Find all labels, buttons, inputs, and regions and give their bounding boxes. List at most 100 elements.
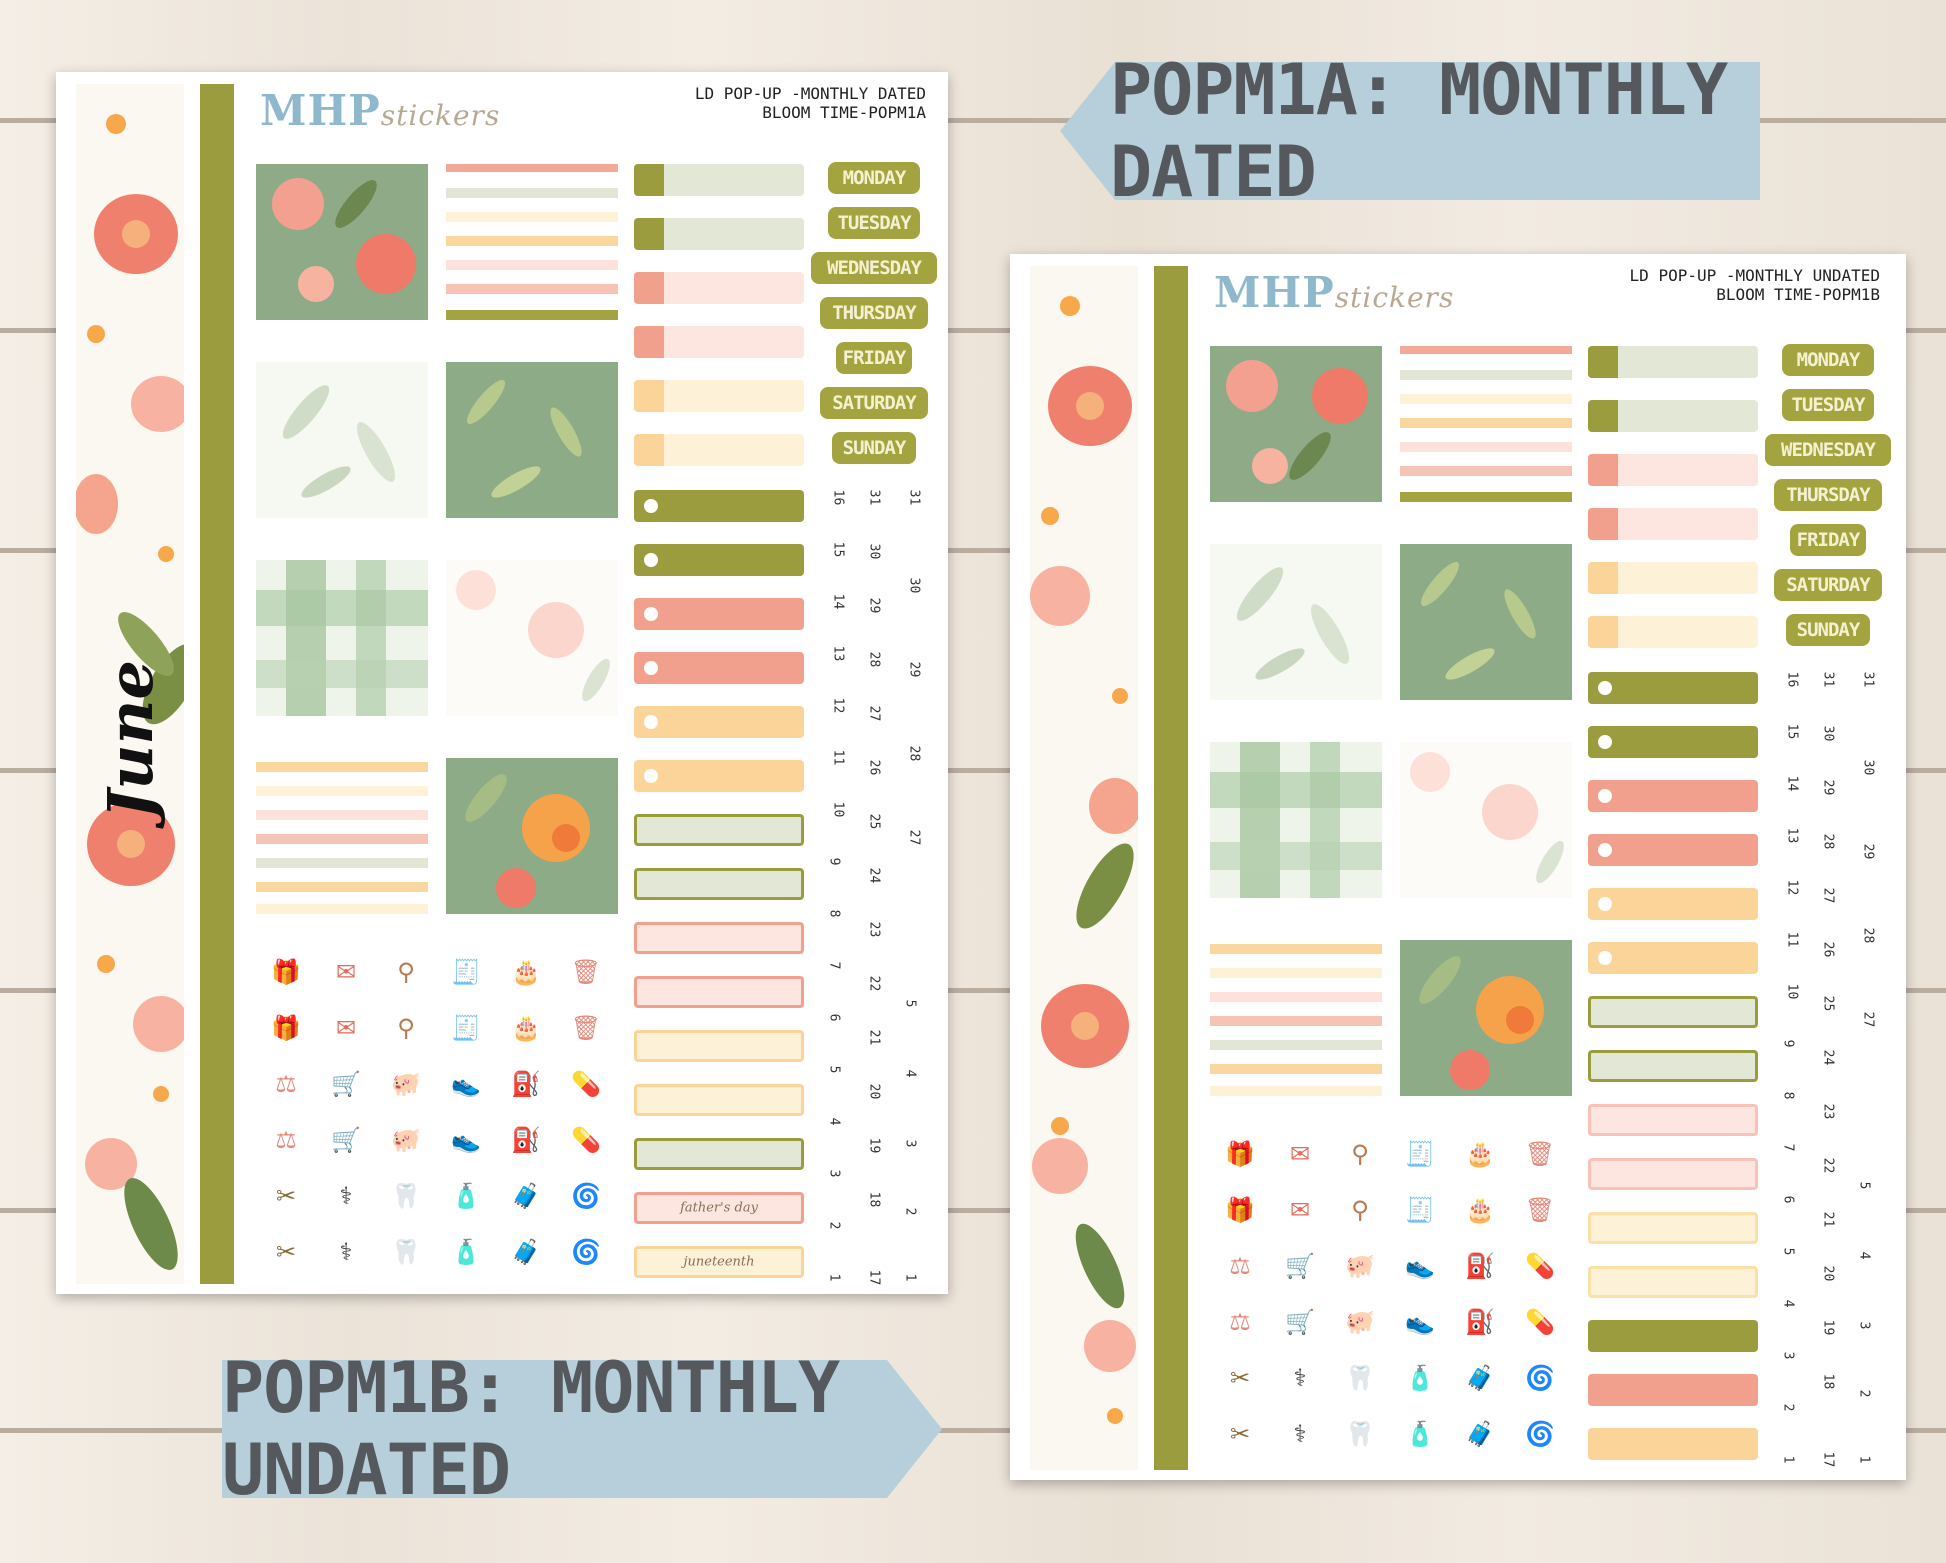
comb-scissors-icon: ✂ [275,1238,297,1266]
sticker-sheet-dated: June MHPstickers LD POP-UP -MONTHLY DATE… [56,72,948,1294]
outlined-tab [634,1030,804,1062]
day-label-wednesday: WEDNESDAY [811,252,937,284]
sheet-title-line2: BLOOM TIME-POPM1A [762,103,926,123]
header-tab [634,326,804,358]
number-label: 31 [1860,671,1876,688]
day-label-friday: FRIDAY [836,342,912,374]
number-column-2: 31 30 29 28 27 26 25 24 23 22 21 20 19 1… [866,490,886,1286]
tooth-icon: 🦷 [1345,1364,1375,1392]
kettlebell-icon: ⚲ [1351,1196,1369,1224]
shopping-cart-icon: 🛒 [331,1126,361,1154]
number-label: 30 [1860,759,1876,776]
luggage-icon: 🧳 [511,1238,541,1266]
number-column-1: 16 15 14 13 12 11 10 9 8 7 6 5 4 3 2 1 [1780,672,1804,1464]
outlined-tab [1588,1266,1758,1298]
striped-tile [1400,346,1572,502]
logo-main: MHP [260,86,381,135]
sneaker-icon: 👟 [1405,1308,1435,1336]
number-label: 2 [1856,1389,1872,1398]
number-label: 3 [826,1169,842,1178]
receipt-icon: 🧾 [1405,1140,1435,1168]
envelope-icon: ✉ [335,1014,357,1042]
number-label: 31 [1820,671,1836,688]
number-column-3: 31 30 29 28 27 5 4 3 2 1 [902,489,926,1282]
day-label-tuesday: TUESDAY [828,207,920,239]
cake-icon: 🎂 [511,1014,541,1042]
outlined-tab [634,976,804,1008]
month-label: June [94,660,167,819]
dot-tab [1588,780,1758,812]
shopping-cart-icon: 🛒 [331,1070,361,1098]
brand-logo: MHPstickers [1214,268,1454,317]
luggage-icon: 🧳 [1465,1364,1495,1392]
dot-tab [634,760,804,792]
number-label: 7 [1780,1143,1796,1152]
trash-can-icon: 🗑 [570,1014,602,1042]
wood-seam [0,328,1946,333]
banner-dated: POPM1A: MONTHLY DATED [1110,49,1728,213]
number-column-3: 31 30 29 28 27 5 4 3 2 1 [1856,671,1880,1464]
olive-strip [1154,266,1188,1470]
dot-tab [634,490,804,522]
number-label: 1 [1856,1455,1872,1464]
number-label: 6 [1780,1195,1796,1204]
number-label: 25 [866,813,882,830]
plaid-tile [256,560,428,716]
number-label: 27 [1860,1011,1876,1028]
tooth-icon: 🦷 [391,1182,421,1210]
dot-tab [1588,942,1758,974]
gas-pump-icon: ⛽ [511,1126,541,1154]
gas-pump-icon: ⛽ [1465,1308,1495,1336]
number-label: 13 [830,645,846,662]
number-label: 31 [906,489,922,506]
juneteenth-label: juneteenth [683,1254,755,1270]
day-label-saturday: SATURDAY [820,387,928,419]
number-label: 29 [1820,779,1836,796]
piggy-bank-icon: 🐖 [1345,1252,1375,1280]
washing-machine-icon: 🌀 [1525,1420,1555,1448]
shampoo-icon: 🧴 [451,1238,481,1266]
wood-seam [0,768,1946,773]
floral-tile [256,164,428,320]
number-label: 2 [1780,1403,1796,1412]
number-label: 13 [1784,827,1800,844]
day-label-sunday: SUNDAY [832,432,916,464]
number-label: 26 [1820,941,1836,958]
soft-floral-tile [446,560,618,716]
pill-jar-icon: 💊 [1525,1252,1555,1280]
wood-seam [0,988,1946,993]
sneaker-icon: 👟 [451,1070,481,1098]
wood-seam [0,118,1946,123]
number-label: 20 [1820,1265,1836,1282]
solid-tab [1588,1428,1758,1460]
logo-main: MHP [1214,268,1335,317]
juneteenth-tab: juneteenth [634,1246,804,1278]
number-label: 3 [902,1139,918,1148]
sheet-title: LD POP-UP -MONTHLY DATED BLOOM TIME-POPM… [616,84,926,122]
header-tab [1588,508,1758,540]
receipt-icon: 🧾 [1405,1196,1435,1224]
solid-tab [1588,1374,1758,1406]
soft-floral-tile [1400,742,1572,898]
sheet-title-line2: BLOOM TIME-POPM1B [1716,285,1880,305]
header-tab [634,380,804,412]
wood-seam [0,1428,1946,1433]
brand-logo: MHPstickers [260,86,500,135]
day-label-thursday: THURSDAY [1774,479,1882,511]
number-label: 1 [826,1273,842,1282]
gas-pump-icon: ⛽ [511,1070,541,1098]
number-label: 24 [1820,1049,1836,1066]
fathers-day-label: father's day [680,1200,758,1216]
number-label: 11 [830,749,846,766]
floral-pattern [1030,296,1138,1424]
number-label: 4 [1780,1299,1796,1308]
number-label: 30 [866,543,882,560]
outlined-tab [634,1138,804,1170]
trash-can-icon: 🗑 [1524,1140,1556,1168]
number-label: 10 [830,801,846,818]
wood-seam [0,548,1946,553]
pill-jar-icon: 💊 [1525,1308,1555,1336]
dot-tab [1588,726,1758,758]
outlined-tab [634,1084,804,1116]
day-label-wednesday: WEDNESDAY [1765,434,1891,466]
